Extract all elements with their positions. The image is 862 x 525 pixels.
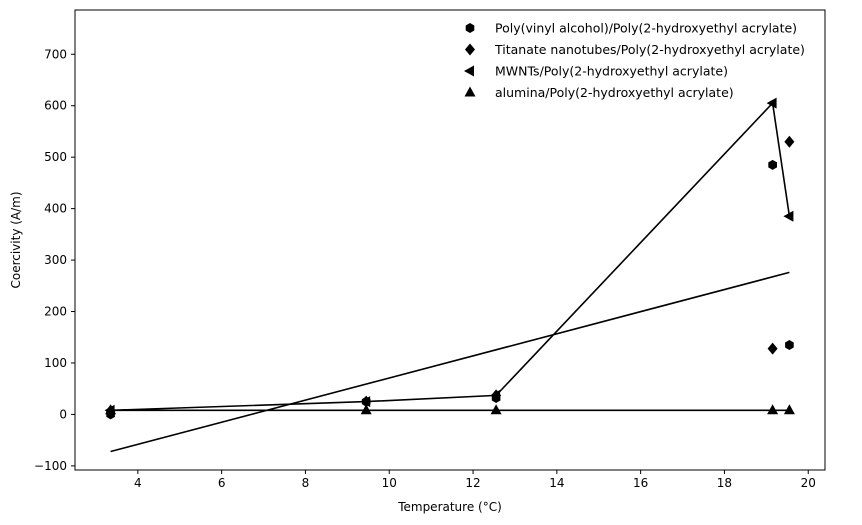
x-tick-label: 4 [134, 476, 142, 490]
data-point [783, 404, 795, 415]
y-tick-label: 300 [44, 253, 67, 267]
y-tick-label: 200 [44, 305, 67, 319]
y-tick-label: −100 [34, 459, 67, 473]
data-point [783, 210, 794, 222]
data-point [768, 159, 777, 170]
data-point [490, 404, 502, 415]
data-point [766, 97, 777, 109]
x-tick-label: 14 [549, 476, 564, 490]
legend: Poly(vinyl alcohol)/Poly(2-hydroxyethyl … [464, 21, 805, 100]
x-tick-label: 8 [302, 476, 310, 490]
legend-label: alumina/Poly(2-hydroxyethyl acrylate) [495, 85, 734, 100]
y-tick-label: 500 [44, 150, 67, 164]
y-tick-label: 100 [44, 356, 67, 370]
legend-marker [464, 65, 474, 77]
plot-frame [74, 9, 826, 471]
data-point [105, 404, 117, 415]
legend-label: MWNTs/Poly(2-hydroxyethyl acrylate) [495, 64, 728, 79]
x-tick-label: 18 [717, 476, 732, 490]
x-tick-label: 12 [465, 476, 480, 490]
legend-marker [465, 23, 475, 33]
x-tick-label: 16 [633, 476, 648, 490]
y-tick-label: 600 [44, 99, 67, 113]
series-line [110, 271, 790, 453]
x-axis-label: Temperature (°C) [397, 500, 502, 514]
data-point [767, 404, 779, 415]
x-axis-ticks: 4 6 8 10 12 14 16 18 20 [134, 470, 816, 490]
data-point [784, 135, 795, 148]
x-tick-label: 6 [218, 476, 226, 490]
series-line [110, 101, 791, 412]
series-markers [104, 97, 795, 420]
data-point [490, 389, 501, 401]
data-point [360, 404, 372, 415]
y-tick-label: 400 [44, 202, 67, 216]
y-tick-label: 0 [59, 407, 67, 421]
data-point [360, 396, 371, 408]
x-tick-label: 20 [801, 476, 816, 490]
y-tick-label: 700 [44, 47, 67, 61]
y-axis-label: Coercivity (A/m) [9, 191, 23, 288]
legend-label: Titanate nanotubes/Poly(2-hydroxyethyl a… [494, 42, 805, 57]
data-point [767, 342, 778, 355]
y-axis-ticks: −100 0 100 200 300 400 500 600 700 [34, 47, 75, 473]
series-lines [110, 101, 791, 453]
legend-label: Poly(vinyl alcohol)/Poly(2-hydroxyethyl … [495, 21, 797, 36]
legend-marker [464, 86, 476, 97]
x-tick-label: 10 [382, 476, 397, 490]
legend-marker [465, 43, 475, 56]
data-point [785, 340, 794, 350]
